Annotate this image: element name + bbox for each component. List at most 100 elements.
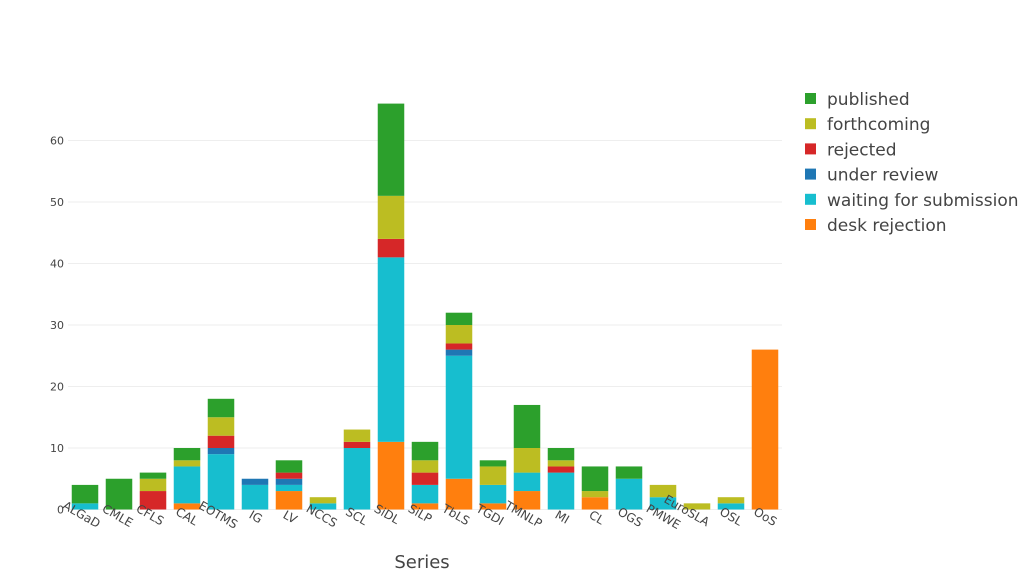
bar-segment[interactable] <box>377 238 405 258</box>
legend[interactable]: published forthcoming rejected under review… <box>805 90 1019 236</box>
bar-segment[interactable] <box>445 355 473 479</box>
bar-segment[interactable] <box>411 503 439 510</box>
legend-swatch <box>805 193 816 205</box>
legend-label: published <box>827 90 910 110</box>
x-tick-label: MI <box>553 508 572 527</box>
bar-segment[interactable] <box>275 491 303 510</box>
bar-segment[interactable] <box>309 503 337 510</box>
bar-segment[interactable] <box>309 497 337 504</box>
legend-label: desk rejection <box>827 216 947 236</box>
bars <box>71 103 779 510</box>
bar-segment[interactable] <box>207 398 235 418</box>
bar-segment[interactable] <box>377 441 405 510</box>
bar-segment[interactable] <box>581 497 609 510</box>
legend-item[interactable]: under review <box>805 166 939 186</box>
bar-segment[interactable] <box>207 435 235 448</box>
y-tick-label: 40 <box>50 258 64 271</box>
legend-label: rejected <box>827 140 897 160</box>
bar-segment[interactable] <box>139 472 167 479</box>
bar-segment[interactable] <box>445 343 473 350</box>
legend-swatch <box>805 143 816 155</box>
bar-segment[interactable] <box>411 472 439 485</box>
bar-segment[interactable] <box>343 441 371 448</box>
bar-segment[interactable] <box>139 491 167 510</box>
legend-swatch <box>805 219 816 230</box>
legend-swatch <box>805 118 816 130</box>
bar-segment[interactable] <box>411 441 439 461</box>
legend-item[interactable]: desk rejection <box>805 216 947 236</box>
bar-segment[interactable] <box>71 484 99 504</box>
bar-segment[interactable] <box>241 478 269 485</box>
y-tick-label: 50 <box>50 196 64 209</box>
x-tick-label: IG <box>247 508 265 527</box>
legend-item[interactable]: published <box>805 90 910 110</box>
bar-segment[interactable] <box>581 466 609 492</box>
bar-segment[interactable] <box>445 325 473 344</box>
bar-segment[interactable] <box>173 503 201 510</box>
bar-segment[interactable] <box>275 460 303 473</box>
bar-segment[interactable] <box>479 484 507 504</box>
bar-segment[interactable] <box>649 497 677 510</box>
bar-segment[interactable] <box>343 448 371 510</box>
bar-segment[interactable] <box>479 466 507 485</box>
bar-segment[interactable] <box>377 195 405 239</box>
bar-segment[interactable] <box>751 349 779 510</box>
bar-segment[interactable] <box>377 103 405 196</box>
bar-segment[interactable] <box>207 417 235 436</box>
legend-swatch <box>805 93 816 104</box>
bar-segment[interactable] <box>717 503 745 510</box>
x-tick-label: LV <box>281 508 300 527</box>
bar-segment[interactable] <box>241 484 269 510</box>
y-axis-ticks: 0 10 20 30 40 50 60 <box>50 135 64 517</box>
bar-segment[interactable] <box>445 312 473 325</box>
bar-segment[interactable] <box>581 491 609 498</box>
legend-label: forthcoming <box>827 115 930 135</box>
legend-swatch <box>805 168 816 180</box>
legend-label: waiting for submission <box>827 191 1019 211</box>
bar-segment[interactable] <box>683 503 711 510</box>
bar-segment[interactable] <box>207 448 235 455</box>
bar-segment[interactable] <box>513 472 541 492</box>
bar-segment[interactable] <box>615 478 643 510</box>
bar-segment[interactable] <box>615 466 643 479</box>
bar-segment[interactable] <box>547 460 575 467</box>
bar-segment[interactable] <box>275 478 303 485</box>
bar-segment[interactable] <box>343 429 371 442</box>
legend-item[interactable]: waiting for submission <box>805 191 1019 211</box>
bar-segment[interactable] <box>173 448 201 461</box>
bar-segment[interactable] <box>479 460 507 467</box>
y-tick-label: 20 <box>50 381 64 394</box>
y-tick-label: 30 <box>50 319 64 332</box>
legend-label: under review <box>827 166 939 186</box>
y-tick-label: 60 <box>50 135 64 148</box>
bar-segment[interactable] <box>411 484 439 504</box>
bar-segment[interactable] <box>445 349 473 356</box>
bar-segment[interactable] <box>173 460 201 467</box>
bar-segment[interactable] <box>445 478 473 510</box>
x-tick-label: CL <box>587 508 607 528</box>
bar-segment[interactable] <box>71 503 99 510</box>
bar-segment[interactable] <box>139 478 167 492</box>
bar-segment[interactable] <box>547 466 575 473</box>
y-tick-label: 0 <box>57 504 64 517</box>
bar-segment[interactable] <box>377 257 405 442</box>
x-axis-title: Series <box>394 552 449 573</box>
bar-segment[interactable] <box>649 484 677 498</box>
bar-segment[interactable] <box>513 404 541 448</box>
bar-segment[interactable] <box>513 448 541 473</box>
bar-segment[interactable] <box>173 466 201 504</box>
legend-item[interactable]: forthcoming <box>805 115 930 135</box>
bar-segment[interactable] <box>547 472 575 510</box>
y-tick-label: 10 <box>50 442 64 455</box>
bar-segment[interactable] <box>275 472 303 479</box>
bar-segment[interactable] <box>513 491 541 510</box>
legend-item[interactable]: rejected <box>805 140 897 160</box>
bar-segment[interactable] <box>411 460 439 473</box>
bar-segment[interactable] <box>717 497 745 504</box>
bar-segment[interactable] <box>105 478 133 510</box>
bar-segment[interactable] <box>207 454 235 510</box>
bar-segment[interactable] <box>479 503 507 510</box>
bar-segment[interactable] <box>275 484 303 492</box>
bar-segment[interactable] <box>547 448 575 461</box>
